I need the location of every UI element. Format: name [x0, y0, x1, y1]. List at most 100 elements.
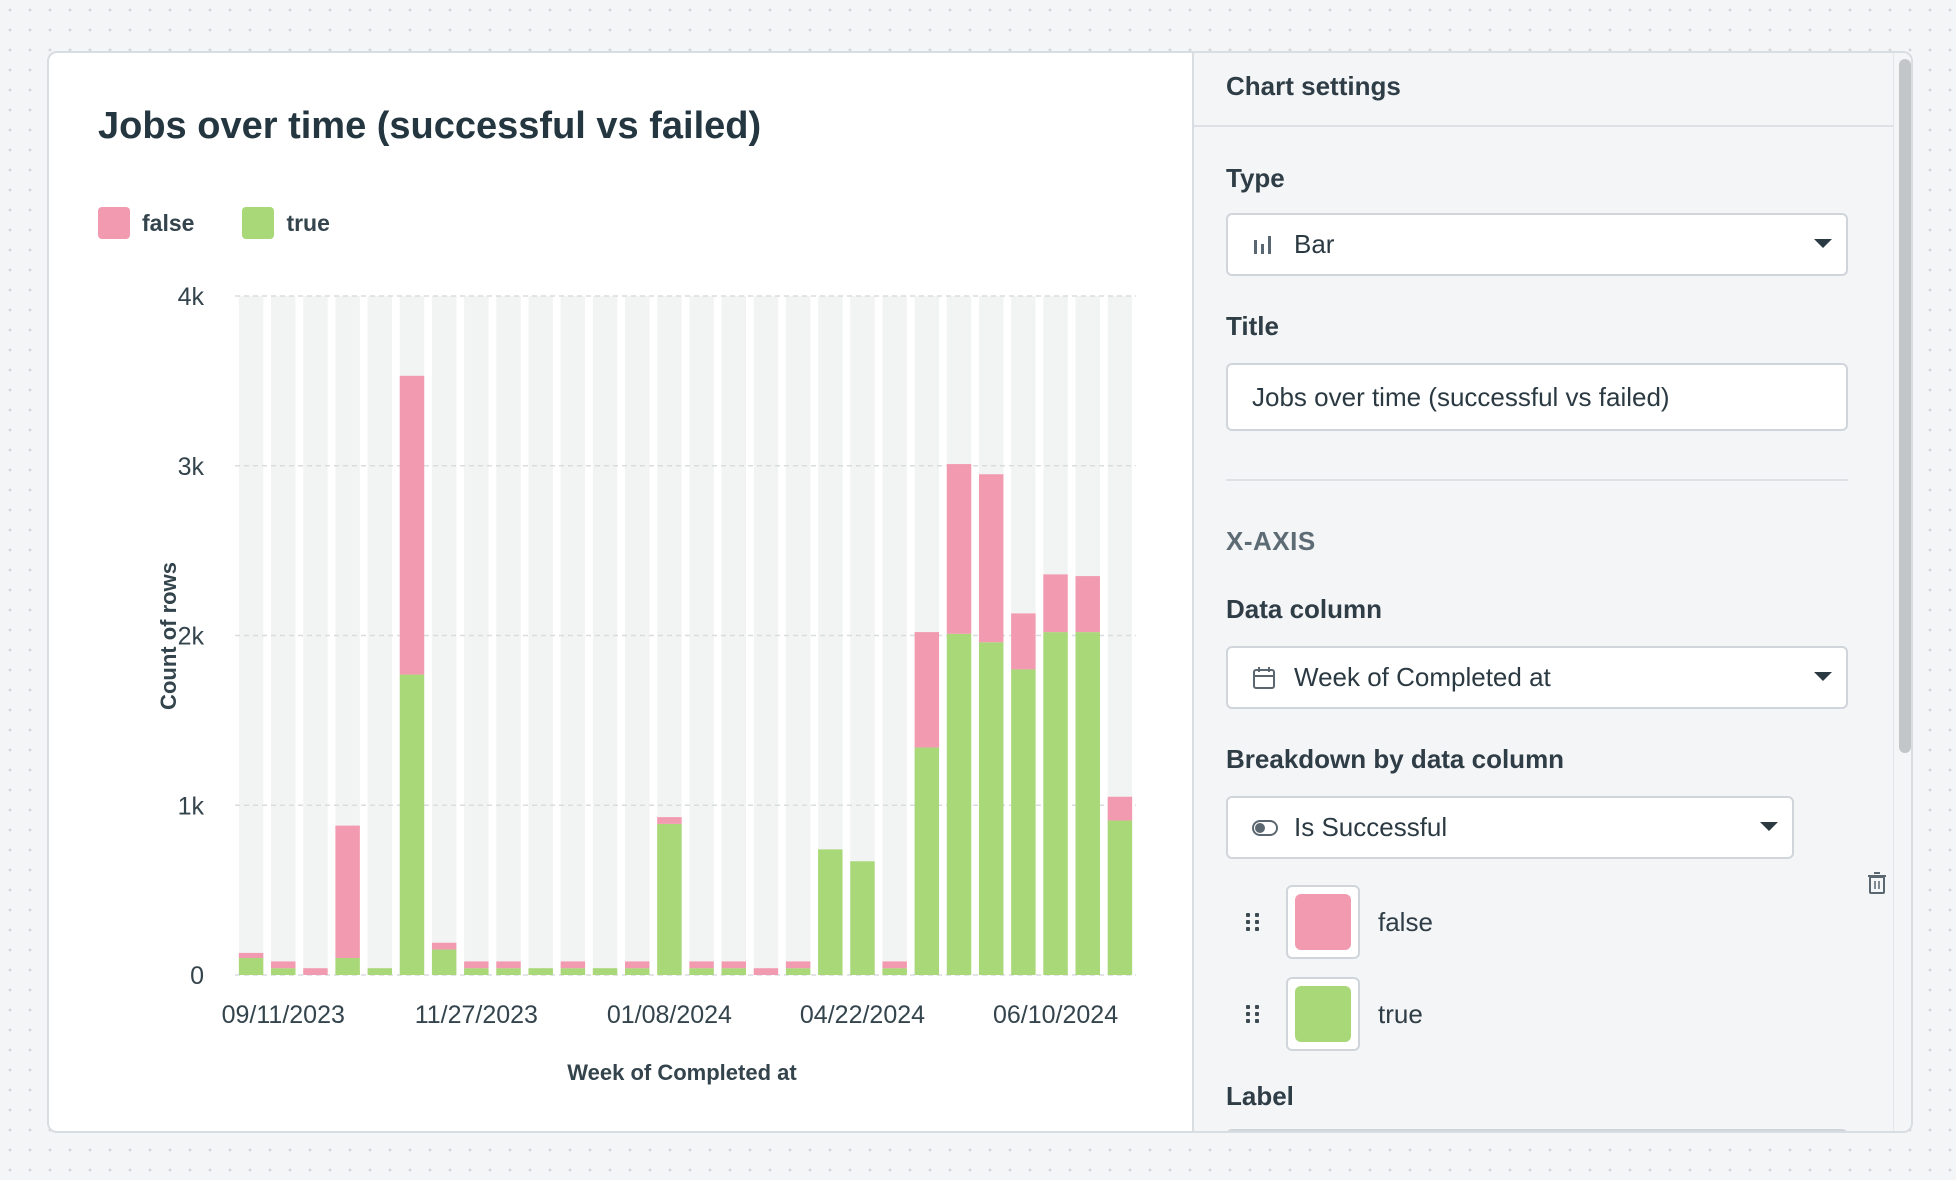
title-input-value: Jobs over time (successful vs failed) — [1252, 381, 1670, 412]
bar-segment-true — [592, 968, 618, 975]
y-tick-label: 3k — [178, 453, 205, 481]
type-label: Type — [1226, 163, 1285, 193]
bar-background-column — [625, 296, 650, 975]
color-label-false: false — [1378, 906, 1433, 937]
bar-segment-false — [753, 968, 779, 975]
y-axis-title: Count of rows — [156, 562, 181, 710]
data-column-label: Data column — [1226, 594, 1383, 624]
bar-segment-false — [657, 817, 682, 824]
type-select[interactable]: Bar — [1226, 213, 1848, 276]
bar-segment-false — [1107, 796, 1133, 821]
title-input[interactable]: Jobs over time (successful vs failed) — [1226, 363, 1848, 431]
bar-segment-true — [657, 823, 682, 975]
settings-divider — [1226, 479, 1848, 481]
bar-segment-true — [850, 861, 875, 975]
bar-segment-true — [818, 849, 843, 975]
toggle-icon — [1252, 815, 1278, 841]
bar-segment-true — [1011, 669, 1036, 975]
bar-segment-false — [303, 968, 328, 975]
breakdown-select-value: Is Successful — [1294, 812, 1448, 842]
calendar-icon — [1252, 665, 1278, 691]
bar-segment-false — [464, 961, 489, 969]
legend-label-true: true — [286, 209, 330, 236]
y-tick-label: 0 — [190, 962, 204, 990]
breakdown-label: Breakdown by data column — [1226, 744, 1565, 774]
bar-segment-false — [689, 961, 714, 969]
bar-segment-true — [464, 968, 489, 975]
x-axis-title: Week of Completed at — [567, 1060, 797, 1085]
bar-segment-true — [335, 958, 360, 975]
x-tick-label: 01/08/2024 — [607, 1001, 732, 1029]
bar-segment-false — [625, 961, 650, 969]
legend-item-true[interactable]: true — [242, 207, 330, 239]
data-column-select-value: Week of Completed at — [1294, 662, 1551, 692]
chevron-down-icon — [1760, 822, 1778, 831]
bar-segment-false — [335, 825, 360, 959]
bar-segment-true — [689, 968, 714, 975]
chart-title: Jobs over time (successful vs failed) — [98, 105, 762, 147]
settings-scrollbar[interactable] — [1893, 53, 1911, 1131]
bar-segment-true — [978, 642, 1004, 975]
trash-icon[interactable] — [1866, 871, 1888, 895]
bar-segment-true — [560, 968, 586, 975]
bar-segment-true — [399, 674, 425, 975]
bar-segment-false — [431, 942, 457, 950]
bar-segment-true — [721, 968, 746, 975]
bar-segment-true — [1043, 632, 1068, 975]
drag-handle-icon[interactable] — [1246, 1005, 1262, 1023]
legend-swatch-false — [98, 207, 130, 239]
breakdown-select[interactable]: Is Successful — [1226, 796, 1794, 859]
data-column-select[interactable]: Week of Completed at — [1226, 646, 1848, 709]
bar-segment-false — [496, 961, 521, 969]
bar-segment-false — [1011, 613, 1036, 670]
settings-header: Chart settings — [1194, 53, 1911, 127]
bar-segment-true — [1107, 820, 1133, 975]
x-tick-label: 11/27/2023 — [415, 1001, 538, 1029]
y-tick-label: 4k — [178, 283, 205, 311]
bar-segment-true — [431, 949, 457, 975]
bar-segment-true — [882, 968, 907, 975]
drag-handle-icon[interactable] — [1246, 913, 1262, 931]
x-tick-label: 06/10/2024 — [993, 1001, 1118, 1029]
bar-chart-icon — [1252, 232, 1278, 258]
legend-item-false[interactable]: false — [98, 207, 194, 239]
bar-segment-true — [528, 968, 553, 975]
bar-segment-false — [399, 375, 425, 675]
bar-background-column — [238, 296, 264, 975]
bar-segment-true — [914, 747, 940, 975]
bar-segment-false — [785, 961, 811, 969]
color-label-true: true — [1378, 998, 1423, 1029]
scrollbar-thumb[interactable] — [1899, 59, 1911, 753]
label-input[interactable] — [1226, 1129, 1848, 1131]
bar-segment-true — [1075, 632, 1100, 975]
bar-segment-true — [946, 633, 972, 975]
color-picker-true[interactable] — [1286, 977, 1360, 1051]
color-picker-false[interactable] — [1286, 885, 1360, 959]
y-tick-label: 1k — [178, 792, 205, 820]
x-axis-section-label: X-AXIS — [1226, 526, 1316, 556]
bar-background-column — [464, 296, 489, 975]
chevron-down-icon — [1814, 672, 1832, 681]
color-row-false: false — [1246, 885, 1433, 959]
bar-segment-true — [238, 958, 264, 975]
title-label: Title — [1226, 311, 1279, 341]
bar-background-column — [689, 296, 714, 975]
x-tick-label: 09/11/2023 — [222, 1001, 345, 1029]
bar-segment-true — [496, 968, 521, 975]
bar-segment-false — [978, 474, 1004, 643]
bar-segment-true — [785, 968, 811, 975]
type-select-value: Bar — [1294, 229, 1335, 259]
chart-settings-panel: Chart settings Type Bar Title Jobs over … — [1192, 53, 1911, 1131]
chart-area: 0 1k 2k 3k 4k 09/11/2023 11/27/2023 01/08/2024 0… — [49, 53, 1194, 1131]
bar-segment-false — [882, 961, 907, 969]
chart-card: 0 1k 2k 3k 4k 09/11/2023 11/27/2023 01/08/2024 0… — [47, 51, 1913, 1133]
bar-segment-false — [560, 961, 586, 969]
bar-segment-false — [1075, 576, 1100, 633]
label-field-label: Label — [1226, 1081, 1294, 1111]
bar-segment-false — [721, 961, 746, 969]
bar-segment-false — [271, 961, 296, 969]
chart-legend: false true — [98, 207, 330, 239]
bar-segment-true — [271, 968, 296, 975]
bar-background-column — [303, 296, 328, 975]
y-tick-label: 2k — [178, 623, 205, 651]
